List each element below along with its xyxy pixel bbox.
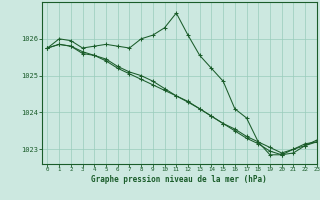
- X-axis label: Graphe pression niveau de la mer (hPa): Graphe pression niveau de la mer (hPa): [91, 175, 267, 184]
